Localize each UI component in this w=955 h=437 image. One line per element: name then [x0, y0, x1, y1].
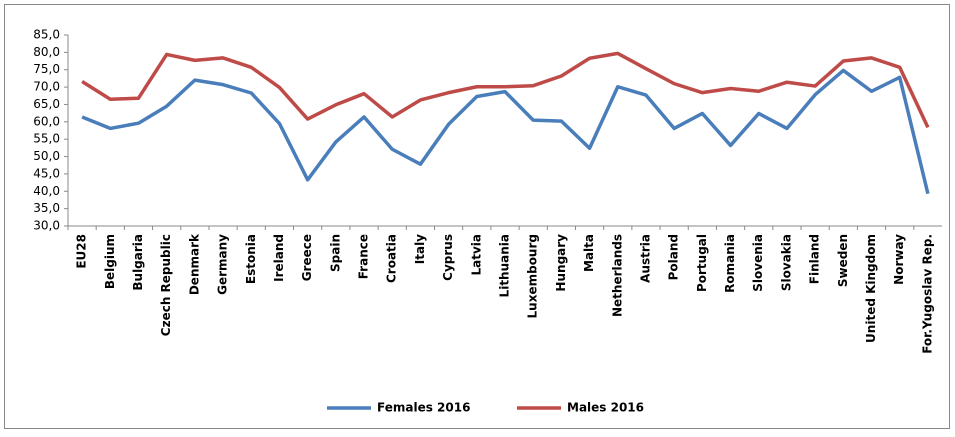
x-tick-label: Slovakia: [779, 234, 793, 291]
x-tick-label: Portugal: [695, 234, 709, 292]
x-tick-label: Czech Republic: [159, 234, 173, 336]
x-tick-label: Germany: [216, 234, 230, 295]
x-tick-label: Luxembourg: [526, 234, 540, 318]
y-tick-label: 30,0: [33, 219, 60, 233]
x-tick-label: Slovenia: [751, 234, 765, 292]
x-tick-label: Ireland: [272, 234, 286, 282]
legend-label: Females 2016: [377, 401, 470, 415]
y-tick-label: 40,0: [33, 184, 60, 198]
x-tick-label: Netherlands: [610, 234, 624, 317]
y-tick-label: 80,0: [33, 45, 60, 59]
x-tick-label: Lithuania: [498, 234, 512, 297]
x-tick-label: Bulgaria: [131, 234, 145, 291]
x-tick-label: Estonia: [244, 234, 258, 284]
legend-label: Males 2016: [567, 401, 644, 415]
x-tick-label: France: [357, 234, 371, 279]
x-tick-label: Belgium: [103, 234, 117, 289]
x-tick-label: Cyprus: [441, 234, 455, 281]
x-tick-label: Malta: [582, 234, 596, 272]
series-line: [81, 51, 930, 129]
x-tick-label: Finland: [808, 234, 822, 284]
x-tick-label: Austria: [638, 234, 652, 283]
x-tick-label: United Kingdom: [864, 234, 878, 343]
x-tick-label: Poland: [667, 234, 681, 280]
y-tick-label: 70,0: [33, 80, 60, 94]
x-tick-label: Italy: [413, 234, 427, 264]
y-tick-label: 45,0: [33, 166, 60, 180]
x-tick-label: Greece: [300, 234, 314, 281]
y-tick-label: 85,0: [33, 28, 60, 42]
x-tick-label: Norway: [892, 234, 906, 285]
x-tick-label: EU28: [75, 234, 89, 269]
y-tick-label: 35,0: [33, 201, 60, 215]
y-tick-label: 50,0: [33, 149, 60, 163]
x-tick-label: Hungary: [554, 234, 568, 292]
x-tick-label: Denmark: [187, 233, 201, 295]
x-tick-label: Romania: [723, 234, 737, 293]
y-tick-label: 55,0: [33, 132, 60, 146]
x-tick-label: Croatia: [385, 234, 399, 283]
y-tick-label: 65,0: [33, 97, 60, 111]
y-tick-label: 60,0: [33, 114, 60, 128]
series-line: [81, 68, 930, 195]
x-tick-label: Latvia: [469, 234, 483, 276]
x-tick-label: Spain: [328, 234, 342, 272]
x-tick-label: Sweden: [836, 234, 850, 287]
chart-border: [4, 4, 950, 429]
y-tick-label: 75,0: [33, 62, 60, 76]
x-tick-label: For.Yugoslav Rep.: [920, 234, 934, 354]
